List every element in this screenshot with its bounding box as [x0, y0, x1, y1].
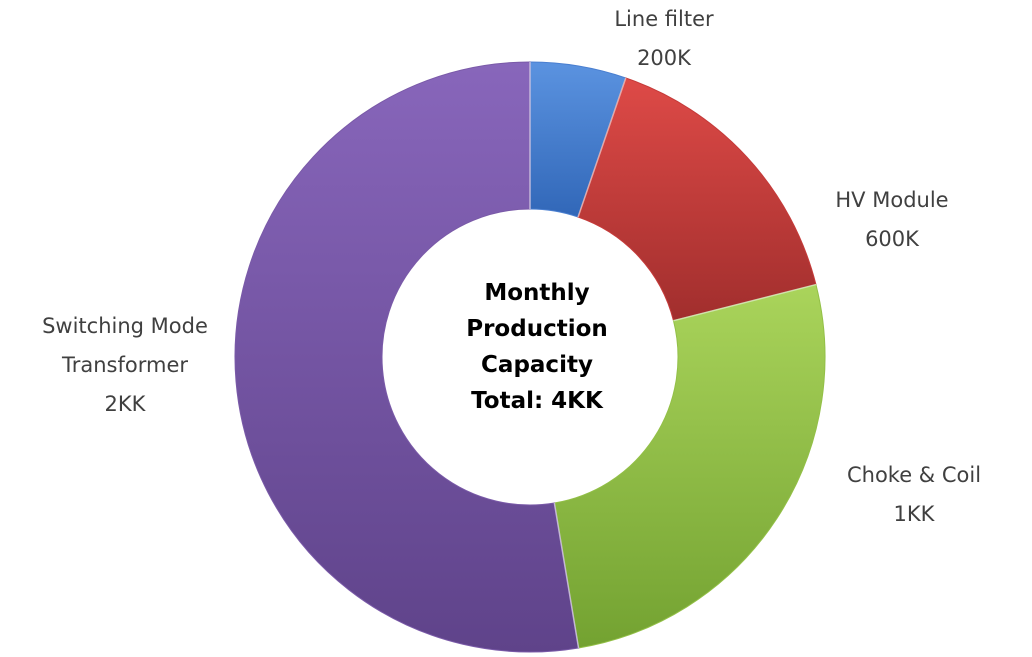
slice-labels: Line filter 200K HV Module 600K Choke & Coil… [42, 7, 981, 526]
center-label: Monthly Production Capacity Total: 4KK [466, 280, 608, 414]
slice-label: Line filter 200K [614, 7, 714, 70]
donut-slice [577, 77, 817, 322]
slice-label: HV Module 600K [835, 188, 948, 251]
slice-divider [577, 77, 627, 218]
donut-slice [553, 283, 826, 649]
slice-label: Choke & Coil 1KK [847, 463, 981, 526]
donut-slices [234, 61, 826, 653]
donut-slice [234, 61, 580, 653]
slice-label: Switching Mode Transformer 2KK [42, 314, 208, 416]
slice-divider [553, 502, 580, 649]
slice-divider [673, 283, 817, 322]
